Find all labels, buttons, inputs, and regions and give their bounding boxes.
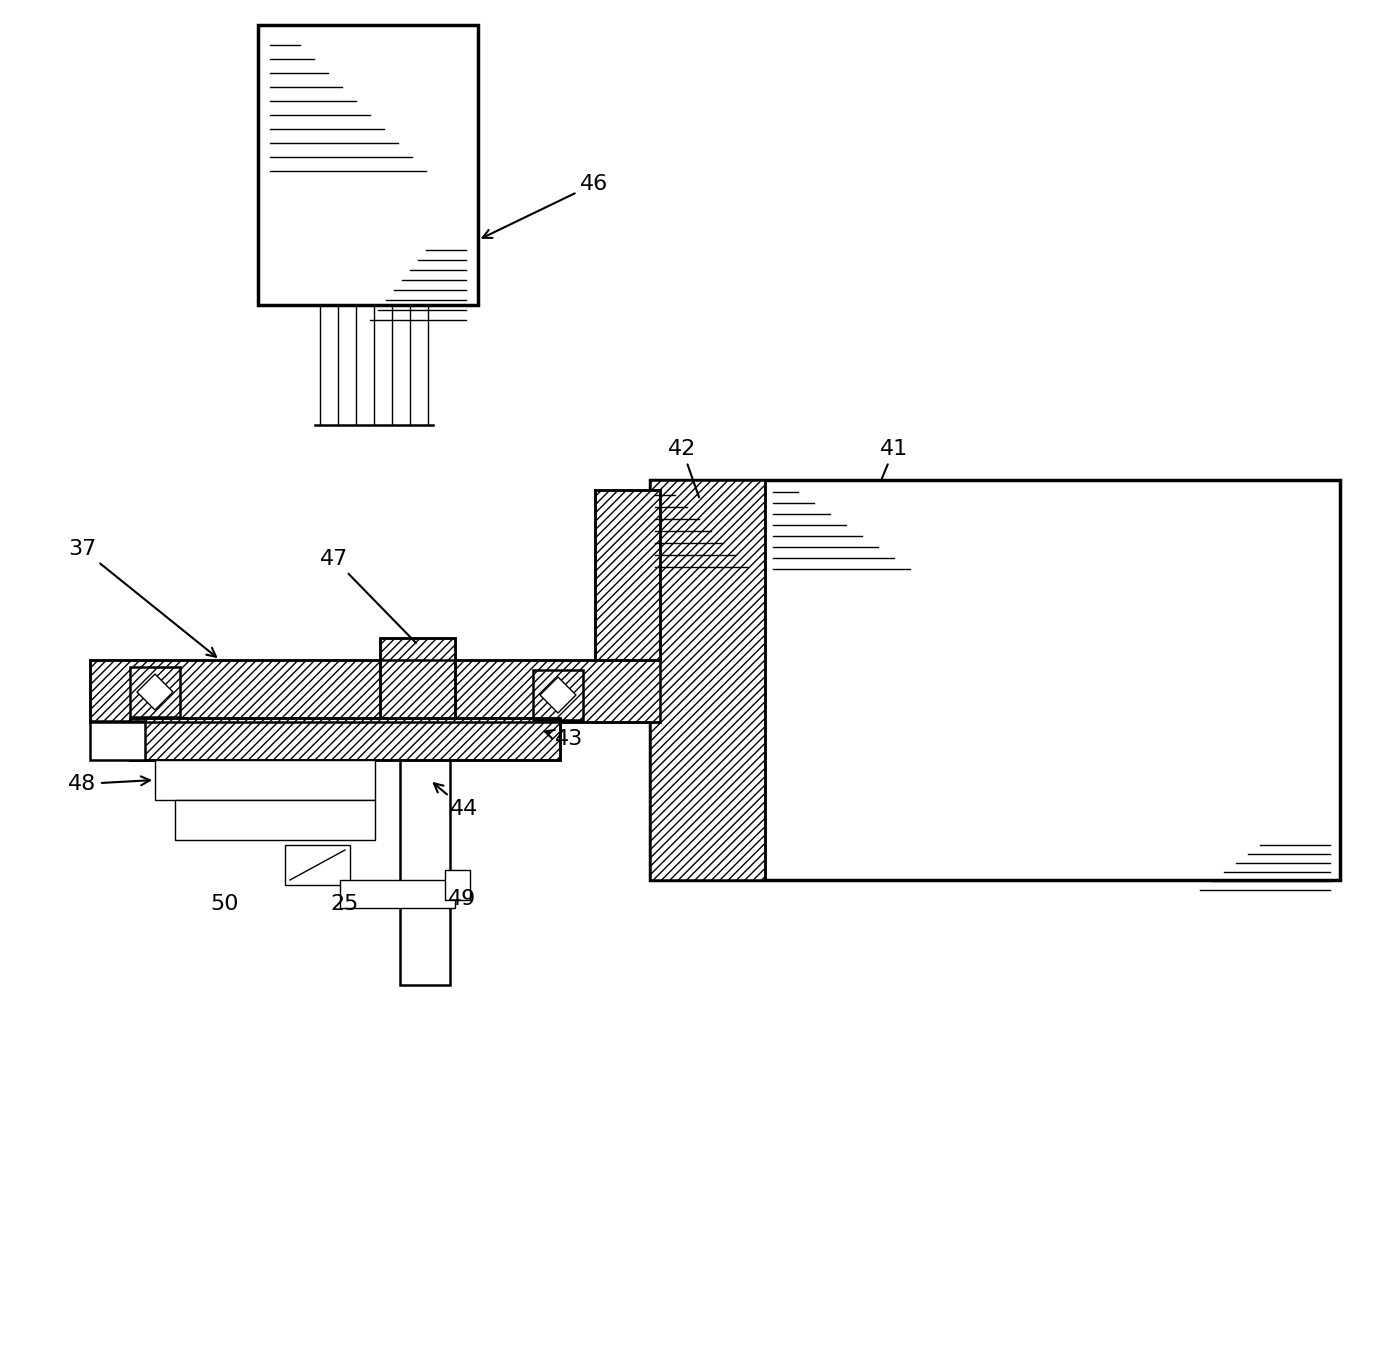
Bar: [533, 670, 583, 720]
Text: 49: 49: [449, 889, 476, 909]
Bar: [90, 721, 144, 761]
Bar: [175, 800, 375, 840]
Polygon shape: [138, 674, 174, 711]
Bar: [594, 490, 660, 661]
Bar: [156, 761, 375, 800]
Bar: [381, 638, 456, 750]
Text: 48: 48: [68, 774, 150, 794]
Text: 42: 42: [668, 439, 699, 497]
Bar: [131, 717, 560, 761]
Bar: [650, 480, 765, 880]
Text: 37: 37: [68, 539, 217, 657]
Text: 43: 43: [544, 730, 583, 748]
Bar: [285, 844, 350, 885]
Text: 47: 47: [319, 549, 417, 643]
Text: 44: 44: [433, 784, 478, 819]
Bar: [650, 480, 1340, 880]
Bar: [381, 638, 456, 750]
Bar: [258, 26, 478, 305]
Polygon shape: [540, 677, 576, 713]
Bar: [340, 880, 456, 908]
Bar: [90, 661, 660, 721]
Bar: [131, 717, 560, 761]
Bar: [131, 667, 181, 717]
Text: 50: 50: [210, 894, 239, 915]
Bar: [400, 750, 450, 985]
Text: 46: 46: [482, 174, 608, 238]
Bar: [444, 870, 469, 900]
Text: 41: 41: [881, 439, 908, 481]
Text: 25: 25: [331, 894, 358, 915]
